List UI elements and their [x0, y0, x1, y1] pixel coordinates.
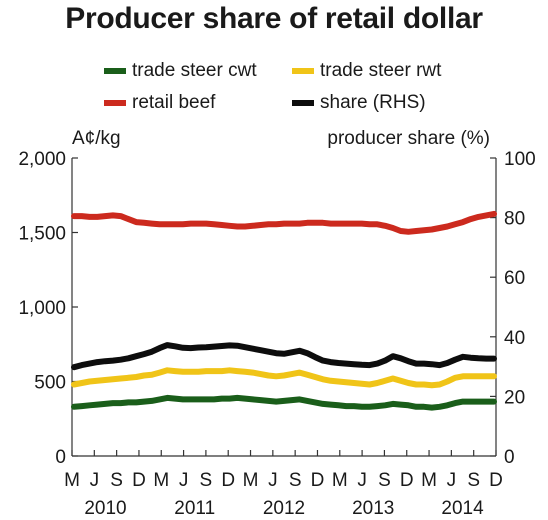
- legend-swatch-retail-beef: [104, 100, 126, 106]
- legend-swatch-share: [292, 100, 314, 106]
- left-tick-label: 1,500: [18, 224, 66, 245]
- x-year-label: 2010: [84, 498, 126, 519]
- x-tick-label: M: [243, 470, 259, 491]
- x-tick-label: D: [489, 470, 503, 491]
- right-tick-label: 40: [504, 328, 525, 349]
- left-tick-label: 500: [34, 373, 66, 394]
- legend-item-trade-steer-cwt: trade steer cwt: [104, 60, 257, 82]
- x-tick-label: D: [311, 470, 325, 491]
- legend-label: trade steer rwt: [320, 60, 442, 81]
- x-tick-label: D: [132, 470, 146, 491]
- right-tick-label: 100: [504, 149, 536, 170]
- left-tick-label: 0: [55, 447, 66, 468]
- x-tick-label: M: [153, 470, 169, 491]
- x-tick-label: S: [110, 470, 123, 491]
- left-tick-label: 1,000: [18, 298, 66, 319]
- right-tick-label: 0: [504, 447, 515, 468]
- series-line-trade-steer-cwt: [71, 394, 497, 411]
- x-tick-label: D: [400, 470, 414, 491]
- legend-item-share: share (RHS): [292, 92, 426, 114]
- legend-label: retail beef: [132, 92, 216, 113]
- x-tick-label: S: [378, 470, 391, 491]
- x-tick-label: J: [90, 470, 100, 491]
- right-axis-label: producer share (%): [327, 128, 490, 149]
- x-tick-label: S: [467, 470, 480, 491]
- legend-label: trade steer cwt: [132, 60, 257, 81]
- chart-title: Producer share of retail dollar: [65, 2, 483, 35]
- legend-label: share (RHS): [320, 92, 426, 113]
- x-tick-label: J: [357, 470, 367, 491]
- series-line-trade-steer-rwt: [71, 367, 497, 389]
- x-tick-label: J: [447, 470, 457, 491]
- legend-swatch-trade-steer-rwt: [292, 68, 314, 74]
- legend-swatch-trade-steer-cwt: [104, 68, 126, 74]
- right-tick-label: 20: [504, 387, 525, 408]
- series-line-retail-beef: [71, 210, 497, 235]
- legend-item-trade-steer-rwt: trade steer rwt: [292, 60, 441, 82]
- x-tick-label: M: [64, 470, 80, 491]
- right-tick-label: 80: [504, 209, 525, 230]
- x-tick-label: J: [179, 470, 189, 491]
- x-tick-label: J: [268, 470, 278, 491]
- x-year-label: 2014: [441, 498, 484, 519]
- x-year-label: 2011: [174, 498, 215, 519]
- x-tick-label: M: [421, 470, 437, 491]
- right-tick-label: 60: [504, 268, 525, 289]
- left-tick-label: 2,000: [18, 149, 66, 170]
- x-tick-label: S: [200, 470, 213, 491]
- x-year-label: 2012: [263, 498, 305, 519]
- x-tick-label: M: [332, 470, 348, 491]
- series-line-share-rhs: [71, 342, 497, 371]
- legend-item-retail-beef: retail beef: [104, 92, 215, 114]
- x-year-label: 2013: [352, 498, 394, 519]
- x-tick-label: D: [221, 470, 235, 491]
- left-axis-label: A¢/kg: [72, 128, 121, 149]
- x-tick-label: S: [289, 470, 302, 491]
